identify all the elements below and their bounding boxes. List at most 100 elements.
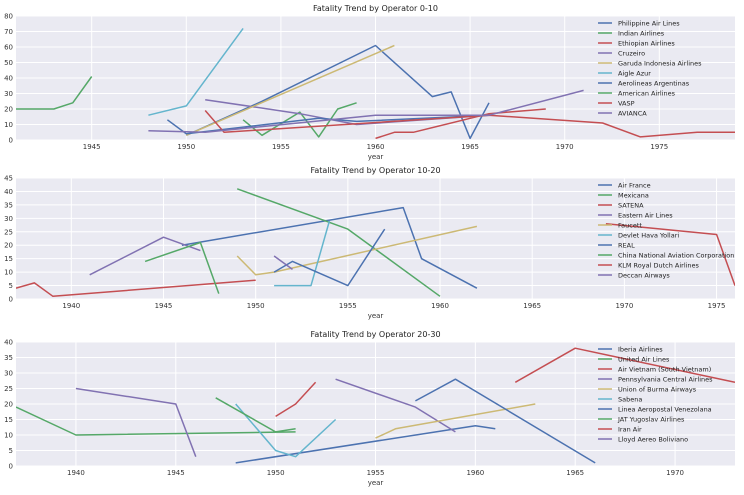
legend-label: Mexicana bbox=[618, 192, 649, 200]
legend-label: Eastern Air Lines bbox=[618, 212, 673, 220]
y-tick-label: 15 bbox=[4, 255, 13, 263]
series-line-1-9 bbox=[273, 255, 293, 271]
x-tick-label: 1970 bbox=[615, 302, 633, 310]
y-tick-label: 20 bbox=[4, 401, 13, 409]
x-tick-label: 1960 bbox=[431, 302, 449, 310]
legend-label: VASP bbox=[618, 100, 635, 108]
y-tick-label: 40 bbox=[4, 339, 13, 347]
series-line-1-7 bbox=[144, 241, 220, 294]
legend-label: Iberia Airlines bbox=[618, 346, 663, 354]
legend-label: Air Vietnam (South Vietnam) bbox=[618, 366, 711, 374]
y-tick-label: 10 bbox=[4, 121, 13, 129]
x-tick-label: 1945 bbox=[83, 143, 101, 151]
x-tick-label: 1970 bbox=[556, 143, 574, 151]
series-line-0-9 bbox=[148, 89, 584, 134]
y-tick-label: 25 bbox=[4, 385, 13, 393]
x-axis-label: year bbox=[368, 153, 384, 161]
y-tick-label: 20 bbox=[4, 242, 13, 250]
series-line-2-2 bbox=[514, 347, 735, 384]
legend-label: Faucett bbox=[618, 222, 642, 230]
y-tick-label: 20 bbox=[4, 106, 13, 114]
x-tick-label: 1970 bbox=[666, 469, 684, 477]
x-tick-label: 1975 bbox=[650, 143, 668, 151]
legend-label: AVIANCA bbox=[618, 110, 647, 118]
legend-label: China National Aviation Corporation bbox=[618, 252, 734, 260]
series-line-2-0 bbox=[235, 424, 496, 464]
chart-title: Fatality Trend by Operator 20-30 bbox=[310, 330, 440, 339]
legend-label: Devlet Hava Yollari bbox=[618, 232, 679, 240]
legend-label: Philippine Air Lines bbox=[618, 20, 680, 28]
series-line-2-4 bbox=[375, 403, 536, 439]
chart-title: Fatality Trend by Operator 10-20 bbox=[310, 166, 440, 175]
x-tick-label: 1975 bbox=[708, 302, 726, 310]
y-tick-label: 40 bbox=[4, 75, 13, 83]
series-line-1-2 bbox=[16, 279, 256, 298]
x-tick-label: 1945 bbox=[167, 469, 185, 477]
legend-label: SATENA bbox=[618, 202, 644, 210]
legend-label: Aigle Azur bbox=[618, 70, 651, 78]
y-tick-label: 30 bbox=[4, 90, 13, 98]
x-tick-label: 1965 bbox=[566, 469, 584, 477]
series-lines bbox=[16, 27, 735, 140]
y-tick-label: 10 bbox=[4, 432, 13, 440]
legend-label: Cruzeiro bbox=[618, 50, 645, 58]
x-tick-label: 1950 bbox=[177, 143, 195, 151]
legend-label: Union of Burma Airways bbox=[618, 386, 697, 394]
x-tick-label: 1955 bbox=[272, 143, 290, 151]
y-tick-label: 80 bbox=[4, 13, 13, 21]
series-line-0-4 bbox=[186, 44, 395, 136]
x-tick-label: 1960 bbox=[367, 143, 385, 151]
y-tick-label: 0 bbox=[9, 463, 13, 471]
series-line-1-4 bbox=[236, 225, 478, 276]
legend: Iberia Airlines United Air Lines Air Vietn… bbox=[598, 346, 713, 444]
series-line-2-5 bbox=[235, 403, 337, 458]
series-line-2-6 bbox=[415, 378, 596, 464]
series-line-0-2 bbox=[375, 108, 546, 140]
x-axis-label: year bbox=[368, 312, 384, 320]
legend-label: Pennsylvania Central Airlines bbox=[618, 376, 713, 384]
x-tick-label: 1940 bbox=[67, 469, 85, 477]
x-tick-label: 1955 bbox=[367, 469, 385, 477]
legend-label: United Air Lines bbox=[618, 356, 670, 364]
y-tick-label: 0 bbox=[9, 296, 13, 304]
y-tick-label: 30 bbox=[4, 215, 13, 223]
x-tick-label: 1940 bbox=[62, 302, 80, 310]
legend: Philippine Air Lines Indian Airlines Ethio… bbox=[598, 20, 702, 118]
plot-area bbox=[16, 178, 735, 299]
y-tick-label: 45 bbox=[4, 175, 13, 183]
y-tick-label: 25 bbox=[4, 228, 13, 236]
legend-label: Linea Aeropostal Venezolana bbox=[618, 406, 712, 414]
x-tick-label: 1945 bbox=[155, 302, 173, 310]
x-tick-label: 1965 bbox=[523, 302, 541, 310]
y-tick-label: 5 bbox=[9, 282, 13, 290]
y-tick-label: 40 bbox=[4, 188, 13, 196]
chart-panel-2: 0 5 10 15 20 25 30 35 40 1940 1945 1950 1955 1960 1965… bbox=[4, 330, 735, 487]
series-line-2-8 bbox=[275, 381, 317, 418]
legend-label: American Airlines bbox=[618, 90, 676, 98]
y-tick-label: 60 bbox=[4, 44, 13, 52]
series-line-0-1 bbox=[242, 102, 357, 138]
legend-label: REAL bbox=[618, 242, 635, 250]
x-tick-label: 1955 bbox=[339, 302, 357, 310]
series-line-0-7 bbox=[16, 76, 93, 110]
series-line-1-0 bbox=[181, 206, 478, 289]
series-line-2-1 bbox=[16, 406, 296, 436]
series-line-1-1 bbox=[236, 188, 441, 297]
y-tick-label: 5 bbox=[9, 447, 13, 455]
legend-label: Aerolineas Argentinas bbox=[618, 80, 690, 88]
series-line-0-8 bbox=[204, 110, 735, 138]
legend: Air France Mexicana SATENA Eastern Air Line… bbox=[598, 182, 734, 280]
y-tick-label: 35 bbox=[4, 201, 13, 209]
x-tick-label: 1950 bbox=[267, 469, 285, 477]
legend-label: Lloyd Aereo Boliviano bbox=[618, 436, 688, 444]
chart-panel-0: 0 10 20 30 40 50 60 70 80 1945 1950 1955 1960 1965 197… bbox=[4, 4, 735, 161]
legend-label: JAT Yugoslav Airlines bbox=[617, 416, 685, 424]
legend-label: Garuda Indonesia Airlines bbox=[618, 60, 702, 68]
series-line-2-3 bbox=[335, 378, 456, 433]
series-line-1-5 bbox=[274, 220, 331, 287]
x-axis-label: year bbox=[368, 479, 384, 487]
legend-label: Indian Airlines bbox=[618, 30, 665, 38]
x-tick-label: 1950 bbox=[247, 302, 265, 310]
y-tick-label: 35 bbox=[4, 354, 13, 362]
